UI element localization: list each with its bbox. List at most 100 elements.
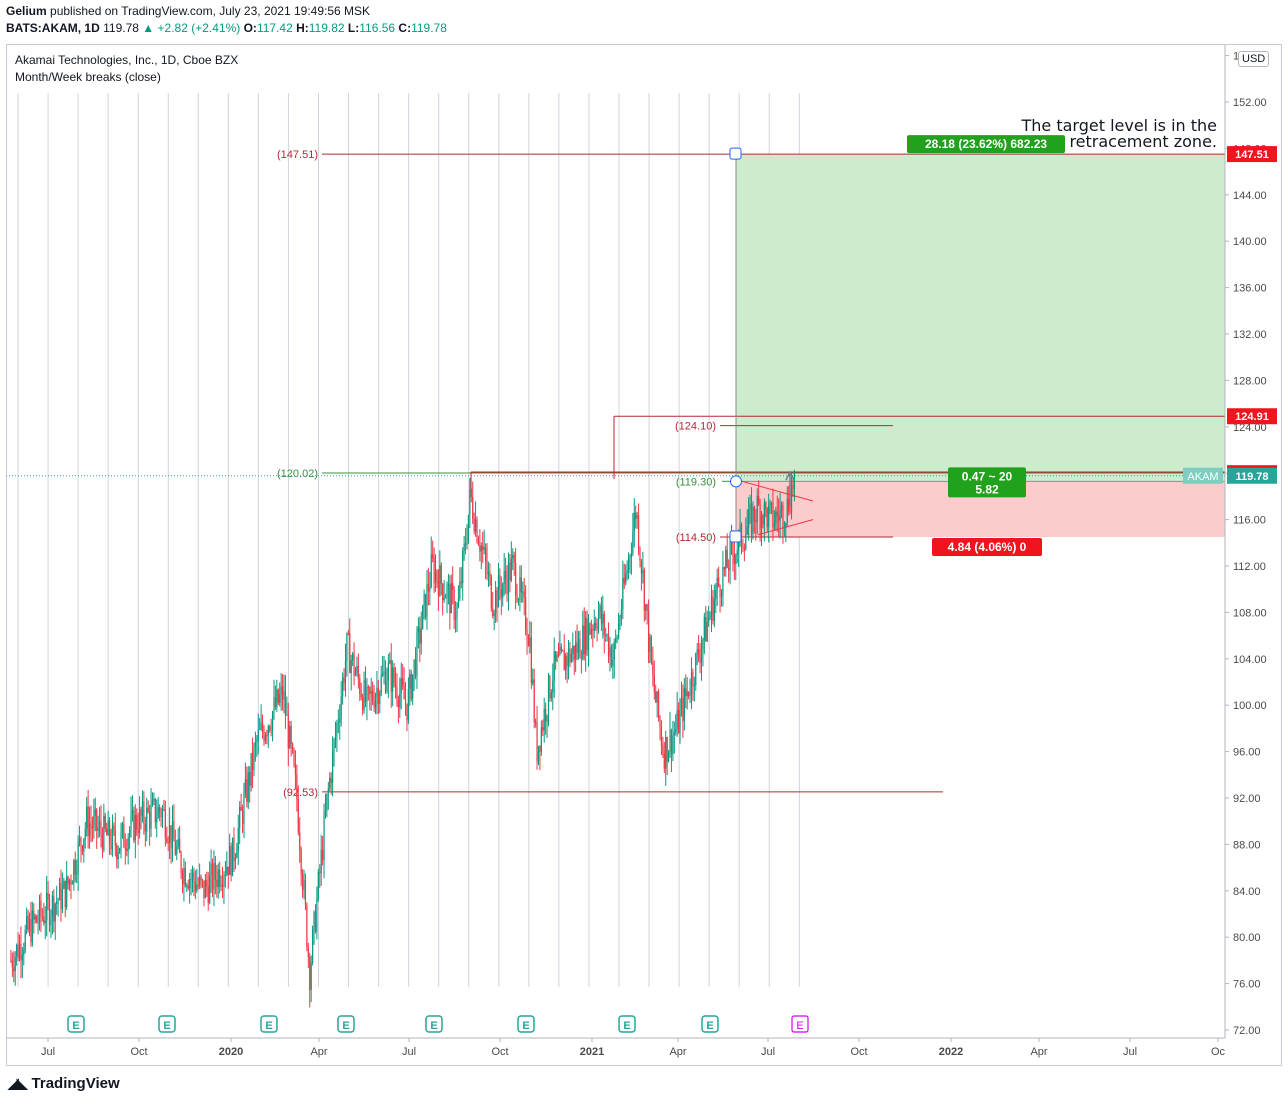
price-tick-label: 80.00	[1233, 932, 1261, 944]
candle-body	[432, 554, 434, 559]
candle-body	[301, 874, 304, 890]
candle-body	[281, 686, 284, 700]
candle-body	[762, 515, 764, 525]
candle-body	[510, 558, 512, 581]
candle-body	[740, 524, 743, 547]
candle-body	[20, 943, 22, 961]
annotation-line1: The target level is in the	[1020, 116, 1217, 135]
candle-body	[565, 655, 567, 671]
candle-body	[313, 911, 315, 930]
candle-body	[602, 613, 604, 624]
candle-body	[270, 729, 272, 731]
price-tick-label: 96.00	[1233, 747, 1261, 759]
candle-body	[499, 575, 501, 590]
candle-body	[323, 815, 325, 861]
candle-body	[31, 910, 33, 943]
candle-body	[88, 823, 91, 837]
candle-body	[703, 617, 705, 640]
price-tick-label: 104.00	[1233, 654, 1267, 666]
price-axis[interactable]: 72.00 76.00 80.00 84.00 88.00 92.00 96.00 100.0…	[1224, 45, 1267, 1038]
candle-body	[279, 694, 281, 703]
candle-body	[422, 605, 424, 630]
candle-body	[50, 916, 52, 926]
indicator-label[interactable]: Month/Week breaks (close)	[15, 70, 161, 84]
candle-body	[269, 726, 271, 730]
candle-body	[329, 777, 331, 789]
publish-info: Gelium published on TradingView.com, Jul…	[6, 4, 370, 18]
low-label: L:	[347, 21, 360, 35]
candle-body	[108, 820, 111, 843]
candle-body	[27, 915, 29, 930]
candle-body	[520, 577, 522, 593]
candle-body	[261, 722, 264, 732]
candle-body	[430, 554, 432, 587]
candle-body	[264, 735, 267, 742]
price-tick-label: 72.00	[1233, 1025, 1261, 1037]
candle-body	[605, 635, 607, 637]
candle-body	[130, 814, 132, 831]
earnings-marker-label: E	[163, 1020, 170, 1032]
candle-body	[643, 570, 645, 611]
candle-body	[344, 661, 347, 684]
stop-label-box	[932, 538, 1042, 556]
candle-body	[702, 639, 704, 650]
candle-body	[211, 864, 214, 890]
price-tick-label: 140.00	[1233, 236, 1267, 248]
candle-body	[134, 815, 136, 841]
time-axis[interactable]: Jul Oct 2020 Apr Jul Oct 2021 Apr Jul Oct 2022 Apr J…	[6, 1037, 1226, 1058]
candle-body	[383, 671, 385, 674]
target-label-box	[907, 135, 1065, 154]
candle-body	[390, 660, 392, 692]
candle-body	[519, 577, 521, 600]
center-label-box	[948, 467, 1026, 498]
candle-body	[770, 502, 773, 504]
candle-body	[304, 880, 307, 905]
candle-body	[567, 648, 570, 666]
candle-body	[735, 555, 737, 564]
candle-body	[61, 888, 63, 909]
candle-body	[274, 697, 277, 708]
candle-body	[672, 735, 674, 755]
candle-body	[560, 646, 562, 651]
level-lines: (147.51) (124.10) (120.02) (119.30) (114.50)…	[6, 149, 1225, 799]
candle-body	[479, 544, 481, 552]
candle-body	[613, 642, 615, 661]
candle-body	[503, 571, 505, 585]
candle-body	[343, 677, 345, 684]
candle-body	[572, 645, 574, 654]
candle-body	[170, 825, 172, 848]
candle-body	[589, 623, 591, 635]
candle-body	[394, 683, 397, 688]
close-value: 119.78	[411, 21, 447, 35]
drawings[interactable]	[729, 147, 814, 543]
candle-body	[310, 962, 312, 990]
ohlc-line: BATS:AKAM, 1D 119.78 ▲ +2.82 (+2.41%) O:…	[6, 21, 447, 35]
candle-body	[116, 845, 118, 860]
price-tick-label: 92.00	[1233, 793, 1261, 805]
candle-body	[373, 701, 375, 708]
candle-body	[339, 718, 341, 723]
candle-body	[260, 722, 262, 729]
candle-body	[592, 629, 594, 631]
open-label: O:	[243, 21, 257, 35]
candle-body	[210, 864, 212, 876]
tradingview-logo[interactable]: ◢◣ TradingView	[8, 1075, 120, 1092]
candle-body	[184, 867, 186, 887]
candle-body	[725, 549, 727, 570]
candle-body	[609, 647, 611, 657]
candle-body	[380, 675, 382, 693]
time-tick-label: Apr	[1030, 1046, 1047, 1058]
publisher-name[interactable]: Gelium	[6, 4, 47, 18]
candle-body	[332, 750, 334, 783]
currency-badge[interactable]: USD	[1238, 51, 1270, 67]
candle-body	[156, 817, 158, 823]
time-tick-label: Oct	[491, 1046, 508, 1058]
time-tick-label: Oct	[130, 1046, 147, 1058]
candle-body	[566, 655, 568, 666]
candle-body	[535, 722, 537, 724]
candle-body	[43, 916, 45, 924]
candle-body	[113, 825, 115, 830]
candle-body	[23, 950, 25, 956]
